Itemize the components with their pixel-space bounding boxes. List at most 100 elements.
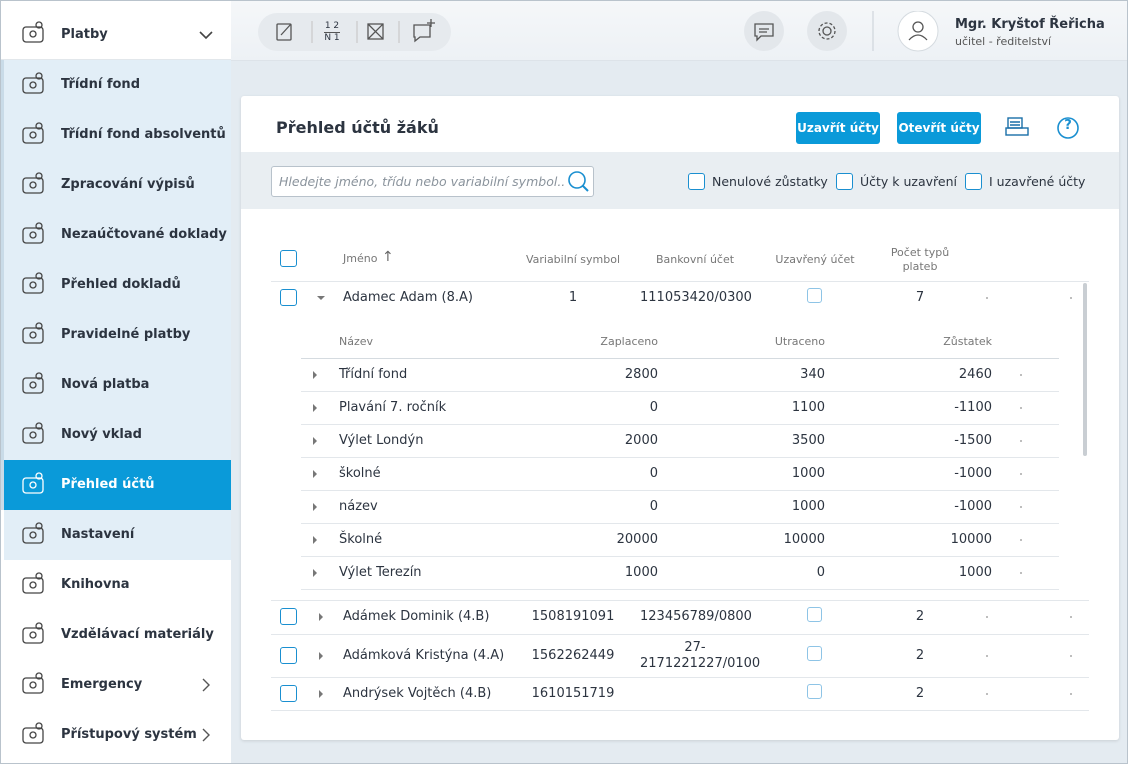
nav-icon [22, 72, 44, 94]
menu-dot[interactable] [1070, 296, 1072, 299]
closed-checkbox[interactable] [807, 683, 822, 699]
row-checkbox[interactable] [280, 288, 297, 306]
col-header: Uzavřený účet [775, 253, 855, 266]
amount: 0 [816, 565, 825, 580]
sub-row-separator [301, 457, 1059, 458]
amount: 340 [800, 367, 825, 382]
sub-row-toggle[interactable] [313, 536, 317, 544]
nav-item[interactable] [4, 310, 231, 360]
nav-item[interactable] [4, 410, 231, 460]
nav-icon [22, 21, 44, 43]
search-input[interactable] [271, 166, 594, 197]
bank-account: 123456789/0800 [640, 609, 752, 624]
filter-checkbox[interactable] [965, 173, 982, 190]
sub-row-toggle[interactable] [313, 569, 317, 577]
filter-checkbox[interactable] [688, 173, 705, 190]
row-toggle[interactable] [319, 689, 323, 698]
row-checkbox[interactable] [280, 608, 297, 625]
nav-item-label: Nový vklad [61, 427, 142, 442]
menu-dot[interactable] [1020, 539, 1022, 541]
fund-name: Plavání 7. ročník [339, 400, 447, 415]
student-name: Andrýsek Vojtěch (4.B) [343, 685, 492, 701]
sub-row-toggle[interactable] [313, 404, 317, 412]
menu-dot[interactable] [1020, 407, 1022, 409]
menu-dot[interactable] [1020, 572, 1022, 574]
menu-dot[interactable] [1070, 654, 1072, 657]
chevron [202, 678, 210, 692]
row-toggle[interactable] [319, 613, 323, 621]
panel-icons [1005, 117, 1079, 139]
help-label[interactable]: ? [1064, 118, 1072, 133]
nav-left-edge [1, 60, 4, 510]
variable-symbol: 1508191091 [531, 609, 615, 624]
nav-item-label: Knihovna [61, 577, 130, 592]
nav-icon [22, 622, 44, 644]
row-checkbox[interactable] [280, 684, 297, 702]
nav-item-label: Zpracování výpisů [61, 177, 195, 192]
nav-item[interactable] [4, 160, 231, 210]
nav-icon [22, 722, 44, 744]
action-button[interactable]: Otevřít účty [897, 112, 981, 144]
closed-checkbox[interactable] [807, 607, 822, 622]
nav-icon [22, 472, 44, 494]
closed-checkbox[interactable] [807, 645, 822, 661]
amount: 0 [649, 400, 658, 415]
fund-name: Školné [339, 532, 383, 547]
nav-item[interactable] [4, 110, 231, 160]
nav-item[interactable] [4, 60, 231, 110]
menu-dot[interactable] [1070, 616, 1072, 618]
payment-type-count: 2 [915, 647, 925, 663]
sub-row-toggle[interactable] [313, 371, 317, 379]
nav-item[interactable] [4, 360, 231, 410]
fund-name: Třídní fond [339, 367, 408, 382]
nav-item[interactable] [1, 560, 231, 610]
row-toggle[interactable] [319, 651, 323, 660]
nav-item[interactable] [4, 510, 231, 560]
nav-item-label: Třídní fond [61, 77, 140, 92]
sub-row-toggle[interactable] [313, 437, 317, 445]
col-header[interactable]: Jméno [343, 252, 378, 265]
closed-checkbox[interactable] [807, 287, 822, 303]
action-button[interactable]: Uzavřít účty [796, 112, 880, 144]
payment-type-count: 2 [915, 685, 925, 701]
sub-row-toggle[interactable] [313, 470, 317, 478]
nav-item-label: Pravidelné platby [61, 327, 191, 342]
menu-dot[interactable] [1020, 440, 1022, 442]
nav-item[interactable] [1, 660, 231, 710]
filter-checkbox[interactable] [836, 173, 853, 190]
menu-dot[interactable] [1020, 506, 1022, 508]
nav-icon [22, 522, 44, 544]
nav-header-label: Platby [61, 27, 108, 42]
nav-item[interactable] [1, 710, 231, 760]
menu-dot[interactable] [1020, 473, 1022, 475]
menu-dot[interactable] [986, 654, 988, 657]
menu-dot[interactable] [1070, 692, 1072, 695]
nav-item[interactable] [4, 460, 231, 510]
amount: 1100 [791, 400, 825, 415]
row-separator [271, 677, 1089, 678]
menu-dot[interactable] [986, 616, 988, 618]
toolbar: 1 2 N 1 [258, 13, 451, 51]
nav-item[interactable] [4, 260, 231, 310]
nav-icon [22, 222, 44, 244]
nav-item-label: Emergency [61, 677, 143, 692]
nav-item-label: Nezaúčtované doklady [61, 227, 227, 242]
row-toggle[interactable] [317, 295, 325, 300]
menu-dot[interactable] [986, 692, 988, 695]
select-all-checkbox[interactable] [280, 250, 297, 267]
nav-item[interactable] [1, 610, 231, 660]
nav-icon [22, 672, 44, 694]
nav-header[interactable] [1, 1, 231, 60]
payment-type-count: 7 [915, 289, 925, 305]
nav-item[interactable] [4, 210, 231, 260]
menu-dot[interactable] [1020, 374, 1022, 376]
menu-dot[interactable] [986, 296, 988, 299]
row-checkbox[interactable] [280, 646, 297, 664]
sub-row-separator [301, 523, 1059, 524]
search-icon[interactable] [566, 169, 590, 193]
toolbar-icons [276, 19, 435, 43]
sub-row-toggle[interactable] [313, 503, 317, 511]
row-separator [271, 600, 1089, 601]
amount: 10000 [950, 532, 992, 547]
